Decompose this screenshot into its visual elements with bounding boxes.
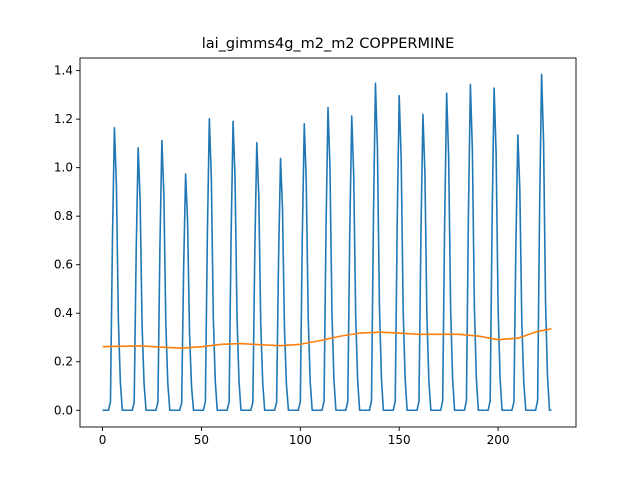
chart-title: lai_gimms4g_m2_m2 COPPERMINE xyxy=(202,36,455,52)
y-tick-label: 0.4 xyxy=(54,306,73,320)
axes-layer: 0 50 100 150 200 0.0 0.2 0.4 0.6 0.8 1.0 1.2 1.4 xyxy=(54,57,577,447)
y-tick-label: 0.2 xyxy=(54,355,73,369)
x-tick-label: 50 xyxy=(194,433,209,447)
x-tick-label: 0 xyxy=(99,433,107,447)
y-tick-label: 0.8 xyxy=(54,209,73,223)
y-tick-label: 0.0 xyxy=(54,403,73,417)
series-line-2 xyxy=(102,327,552,349)
y-tick-label: 0.6 xyxy=(54,258,73,272)
series-layer xyxy=(102,73,552,412)
series-line-1 xyxy=(102,73,552,412)
x-tick-label: 100 xyxy=(289,433,312,447)
plot-frame xyxy=(79,57,577,428)
y-tick-label: 1.0 xyxy=(54,161,73,175)
y-tick-label: 1.4 xyxy=(54,64,73,78)
x-tick-label: 200 xyxy=(487,433,510,447)
y-tick-label: 1.2 xyxy=(54,112,73,126)
x-tick-label: 150 xyxy=(388,433,411,447)
